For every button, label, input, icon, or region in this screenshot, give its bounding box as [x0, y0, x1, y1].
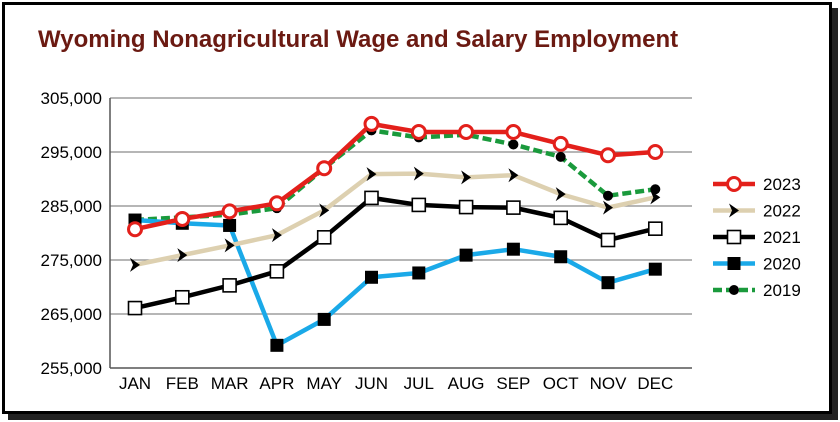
- chart-title: Wyoming Nonagricultural Wage and Salary …: [38, 26, 679, 53]
- data-point: [553, 210, 569, 226]
- series-line-2022: [134, 171, 656, 268]
- y-axis-ticks: 255,000 265,000 275,000 285,000 295,000 305,0…: [41, 89, 102, 378]
- y-tick-label: 255,000: [41, 359, 102, 378]
- legend-label-2023: 2023: [763, 175, 801, 194]
- data-point: [319, 203, 330, 218]
- data-point: [410, 124, 427, 141]
- data-point: [459, 248, 473, 262]
- data-point: [366, 167, 377, 182]
- data-point: [413, 166, 424, 181]
- data-point: [316, 230, 332, 245]
- series-markers: [127, 115, 664, 352]
- series-line-2019: [134, 128, 656, 223]
- data-point: [601, 276, 615, 290]
- data-point: [364, 190, 379, 206]
- data-point: [554, 250, 568, 264]
- data-point: [508, 168, 519, 183]
- data-point: [461, 170, 472, 185]
- x-tick-label: AUG: [448, 374, 485, 393]
- y-tick-label: 285,000: [41, 197, 102, 216]
- data-point: [127, 300, 143, 316]
- x-tick-label: JUL: [404, 374, 434, 393]
- series-line-2023: [134, 121, 656, 232]
- data-point: [650, 190, 661, 205]
- legend: 2023 2022 2021 2020 2019: [713, 175, 801, 300]
- series-line-2020: [134, 217, 656, 348]
- x-tick-label: FEB: [166, 374, 199, 393]
- legend-label-2022: 2022: [763, 202, 801, 221]
- data-point: [729, 285, 739, 295]
- data-point: [177, 248, 188, 263]
- x-tick-label: APR: [259, 374, 294, 393]
- data-point: [224, 238, 235, 253]
- x-tick-label: JUN: [355, 374, 388, 393]
- y-tick-label: 275,000: [41, 251, 102, 270]
- y-tick-label: 305,000: [41, 89, 102, 108]
- data-point: [317, 312, 331, 326]
- data-point: [223, 218, 237, 232]
- x-axis-ticks: JAN FEB MAR APR MAY JUN JUL AUG SEP OCT NOV DEC: [119, 374, 673, 393]
- data-point: [505, 124, 522, 141]
- data-point: [222, 278, 237, 293]
- data-point: [650, 184, 661, 195]
- x-tick-label: SEP: [496, 374, 530, 393]
- data-point: [363, 115, 380, 132]
- data-point: [365, 270, 378, 284]
- legend-label-2019: 2019: [763, 281, 801, 300]
- series-lines: [134, 121, 656, 348]
- data-point: [506, 242, 520, 256]
- x-tick-label: DEC: [637, 374, 673, 393]
- legend-label-2020: 2020: [763, 255, 801, 274]
- y-tick-label: 265,000: [41, 305, 102, 324]
- data-point: [508, 139, 519, 150]
- data-point: [270, 338, 284, 352]
- data-point: [647, 221, 663, 236]
- x-tick-label: MAY: [306, 374, 342, 393]
- x-tick-label: NOV: [590, 374, 628, 393]
- data-point: [316, 160, 333, 177]
- data-point: [552, 135, 569, 152]
- data-point: [175, 289, 190, 305]
- data-point: [271, 228, 282, 243]
- data-point: [555, 187, 566, 202]
- data-point: [603, 190, 613, 201]
- data-point: [269, 264, 285, 279]
- data-point: [268, 195, 285, 212]
- series-line-2021: [134, 195, 656, 311]
- frame-shadow-right: [832, 8, 838, 418]
- data-point: [600, 147, 616, 164]
- data-point: [130, 257, 140, 272]
- data-point: [174, 210, 191, 227]
- data-point: [648, 262, 662, 276]
- frame-shadow-bottom: [8, 414, 838, 420]
- data-point: [726, 176, 742, 192]
- data-point: [411, 197, 427, 213]
- legend-label-2021: 2021: [763, 228, 801, 247]
- data-point: [458, 124, 475, 141]
- data-point: [127, 221, 143, 238]
- x-tick-label: MAR: [211, 374, 249, 393]
- y-tick-label: 295,000: [41, 143, 102, 162]
- data-point: [727, 257, 741, 270]
- data-point: [221, 203, 238, 220]
- data-point: [555, 151, 566, 162]
- data-point: [647, 144, 664, 160]
- data-point: [600, 232, 616, 248]
- data-point: [412, 266, 426, 280]
- data-point: [506, 200, 521, 215]
- data-point: [458, 199, 474, 215]
- data-point: [726, 229, 742, 245]
- x-tick-label: OCT: [543, 374, 579, 393]
- data-point: [729, 203, 739, 218]
- data-point: [603, 200, 613, 215]
- x-tick-label: JAN: [119, 374, 151, 393]
